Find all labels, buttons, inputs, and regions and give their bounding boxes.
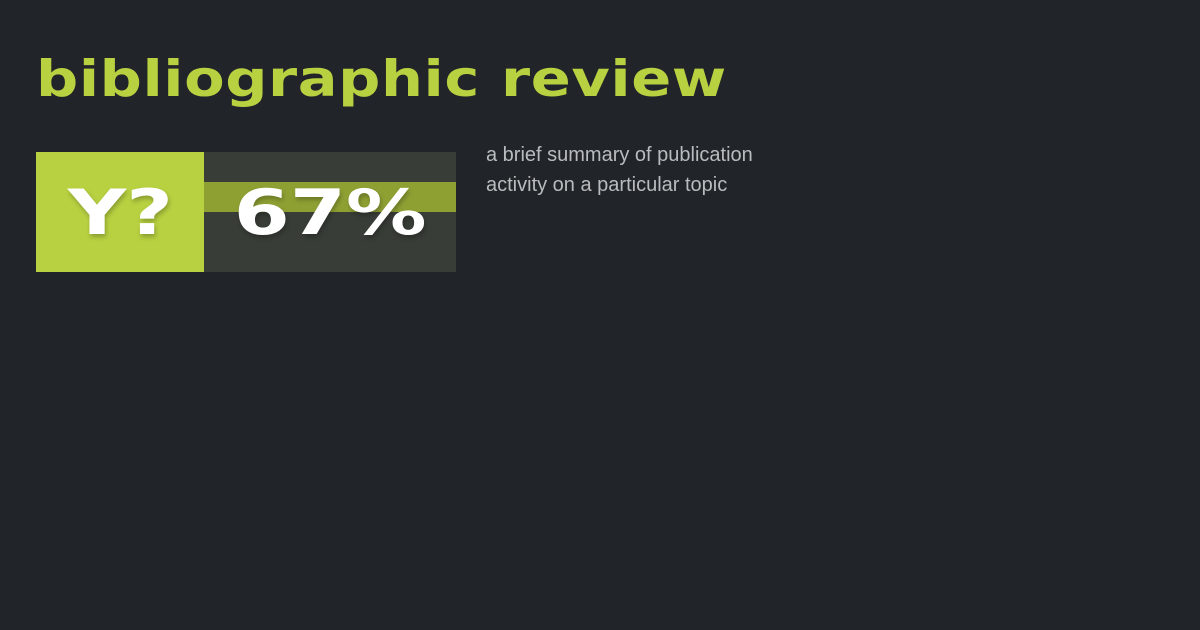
badge-value-box: 67%	[204, 152, 456, 272]
badge-label-box: Y?	[36, 152, 204, 272]
badge-value: 67%	[233, 175, 427, 249]
badge-stripe	[204, 182, 456, 212]
description: a brief summary of publication activity …	[486, 144, 753, 196]
status-badge: Y? 67%	[36, 152, 456, 272]
badge-label: Y?	[67, 175, 173, 249]
page-title: bibliographic review	[36, 50, 727, 108]
